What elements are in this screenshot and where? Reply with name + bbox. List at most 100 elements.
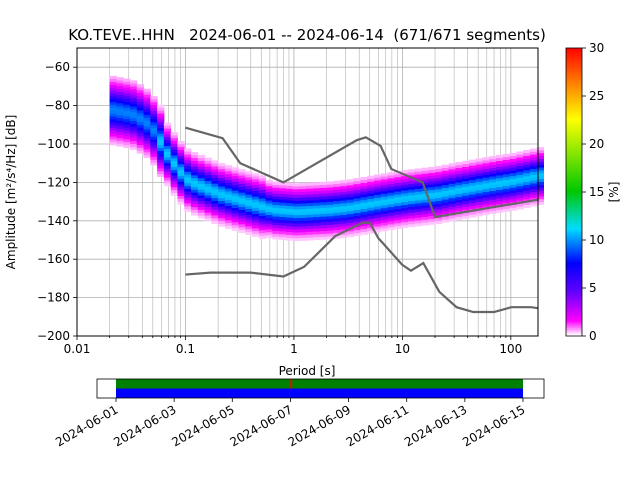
density-cell bbox=[129, 126, 138, 130]
density-cell bbox=[163, 180, 172, 184]
density-cell bbox=[190, 212, 199, 216]
density-cell bbox=[441, 202, 450, 206]
density-cell bbox=[319, 187, 328, 191]
colorbar-cell bbox=[566, 194, 582, 197]
density-cell bbox=[190, 192, 199, 196]
density-cell bbox=[211, 189, 219, 193]
density-cell bbox=[496, 209, 504, 213]
density-cell bbox=[407, 192, 416, 196]
colorbar-cell bbox=[566, 228, 582, 231]
density-cell bbox=[292, 229, 300, 233]
density-cell bbox=[116, 88, 124, 92]
colorbar-cell bbox=[566, 118, 582, 121]
colorbar-cell bbox=[566, 182, 582, 185]
density-cell bbox=[374, 177, 382, 181]
density-cell bbox=[224, 194, 233, 198]
density-cell bbox=[272, 196, 280, 200]
density-cell bbox=[177, 184, 185, 188]
density-cell bbox=[116, 114, 124, 118]
density-cell bbox=[163, 162, 172, 167]
density-cell bbox=[136, 138, 145, 143]
density-cell bbox=[197, 206, 206, 210]
density-cell bbox=[428, 195, 436, 199]
density-cell bbox=[190, 180, 199, 185]
timeline-tick-label: 2024-06-03 bbox=[111, 402, 178, 449]
density-cell bbox=[279, 213, 287, 218]
density-cell bbox=[245, 188, 253, 192]
density-cell bbox=[197, 198, 206, 202]
density-cell bbox=[299, 185, 307, 190]
density-cell bbox=[414, 171, 422, 175]
density-cell bbox=[123, 110, 131, 114]
density-cell bbox=[238, 201, 246, 205]
density-cell bbox=[502, 200, 511, 204]
colorbar-cell bbox=[566, 216, 582, 219]
timeline-tick-label: 2024-06-09 bbox=[286, 402, 353, 449]
colorbar-cell bbox=[566, 146, 582, 149]
density-cell bbox=[401, 213, 409, 217]
density-cell bbox=[177, 201, 185, 205]
density-cell bbox=[285, 220, 294, 224]
density-cell bbox=[360, 176, 368, 181]
density-cell bbox=[136, 87, 145, 91]
density-cell bbox=[536, 181, 544, 185]
colorbar-tick-label: 30 bbox=[589, 41, 604, 55]
colorbar-cell bbox=[566, 78, 582, 81]
density-cell bbox=[326, 187, 334, 191]
density-cell bbox=[496, 160, 504, 164]
density-cell bbox=[218, 177, 226, 181]
density-cell bbox=[313, 199, 321, 203]
colorbar-cell bbox=[566, 122, 582, 125]
density-cell bbox=[150, 99, 158, 103]
density-cell bbox=[468, 176, 477, 181]
density-cell bbox=[272, 204, 280, 208]
density-cell bbox=[496, 157, 504, 162]
density-cell bbox=[340, 220, 348, 224]
density-cell bbox=[536, 161, 544, 165]
density-cell bbox=[407, 223, 416, 228]
density-cell bbox=[245, 208, 253, 212]
density-cell bbox=[258, 186, 267, 191]
density-cell bbox=[123, 130, 131, 134]
density-cell bbox=[157, 104, 165, 108]
density-cell bbox=[218, 180, 226, 184]
density-cell bbox=[279, 219, 287, 223]
density-cell bbox=[109, 130, 117, 134]
density-cell bbox=[252, 176, 260, 180]
density-cell bbox=[367, 230, 375, 234]
colorbar-cell bbox=[566, 318, 582, 321]
density-cell bbox=[502, 185, 511, 189]
density-cell bbox=[475, 213, 483, 217]
density-cell bbox=[523, 184, 531, 188]
density-cell bbox=[380, 196, 389, 200]
density-cell bbox=[265, 232, 273, 236]
density-cell bbox=[238, 206, 246, 210]
colorbar-cell bbox=[566, 250, 582, 253]
density-cell bbox=[516, 171, 524, 175]
colorbar-cell bbox=[566, 142, 582, 145]
density-cell bbox=[306, 222, 314, 227]
density-cell bbox=[129, 123, 138, 127]
density-cell bbox=[224, 205, 233, 209]
density-cell bbox=[116, 85, 124, 90]
density-cell bbox=[190, 163, 199, 167]
density-cell bbox=[197, 186, 206, 190]
density-cell bbox=[129, 143, 138, 147]
density-cell bbox=[387, 195, 395, 199]
density-cell bbox=[136, 141, 145, 146]
density-cell bbox=[157, 136, 165, 140]
density-cell bbox=[184, 180, 192, 184]
density-cell bbox=[258, 218, 267, 222]
density-cell bbox=[319, 204, 328, 209]
density-cell bbox=[489, 167, 497, 171]
density-cell bbox=[380, 199, 389, 203]
density-cell bbox=[116, 126, 124, 130]
density-cell bbox=[190, 200, 199, 205]
colorbar-cell bbox=[566, 126, 582, 129]
density-cell bbox=[285, 231, 294, 235]
density-cell bbox=[143, 154, 151, 159]
density-cell bbox=[319, 184, 328, 188]
density-cell bbox=[435, 206, 443, 210]
colorbar-cell bbox=[566, 226, 582, 229]
